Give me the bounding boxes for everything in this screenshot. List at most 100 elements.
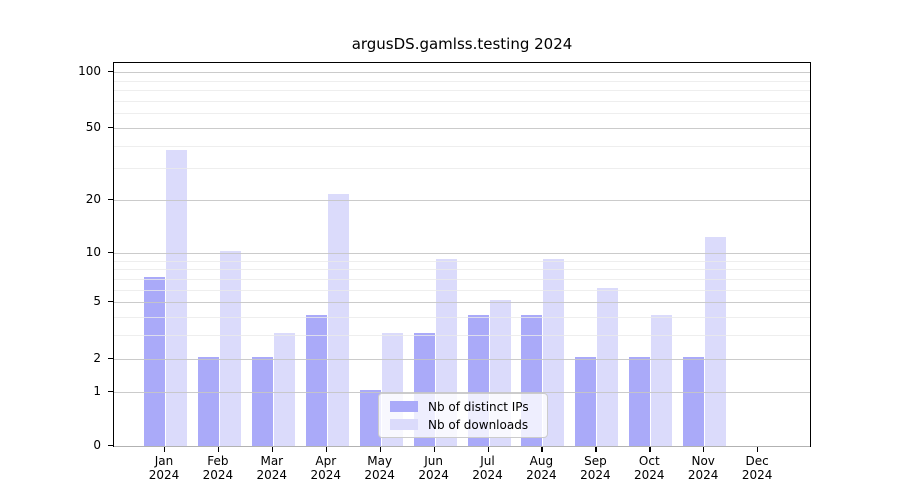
y-tick-mark (108, 71, 113, 73)
x-tick-label: May 2024 (352, 454, 408, 482)
major-gridline (114, 252, 810, 254)
x-tick-year: 2024 (472, 468, 503, 482)
x-tick-year: 2024 (634, 468, 665, 482)
x-tick-label: Jun 2024 (406, 454, 462, 482)
x-tick-year: 2024 (364, 468, 395, 482)
x-tick-label: Jul 2024 (460, 454, 516, 482)
x-tick-year: 2024 (148, 468, 180, 482)
bar-distinct-ips (305, 314, 327, 446)
major-gridline (114, 127, 810, 129)
bar-downloads (219, 250, 241, 446)
x-tick-label: Jan 2024 (136, 454, 192, 482)
x-tick-label: Oct 2024 (621, 454, 677, 482)
y-tick-mark (108, 251, 113, 253)
x-tick-year: 2024 (202, 468, 234, 482)
x-tick-year: 2024 (580, 468, 611, 482)
x-tick-month: Sep (584, 454, 607, 468)
bar-downloads (651, 314, 673, 446)
x-tick-mark (757, 447, 759, 452)
minor-gridline (114, 316, 810, 318)
x-tick-label: Aug 2024 (513, 454, 569, 482)
legend-label-downloads: Nb of downloads (428, 417, 529, 432)
minor-gridline (114, 100, 810, 102)
x-tick-label: Feb 2024 (190, 454, 246, 482)
x-tick-month: Jun (424, 454, 443, 468)
bar-distinct-ips (251, 356, 273, 446)
y-tick-label: 0 (93, 437, 101, 452)
x-tick-month: Aug (529, 454, 554, 468)
bar-distinct-ips (683, 356, 705, 446)
major-gridline (114, 72, 810, 74)
y-tick-mark (108, 444, 113, 446)
x-tick-month: Oct (638, 454, 660, 468)
x-tick-year: 2024 (526, 468, 557, 482)
y-tick-label: 5 (93, 294, 101, 309)
minor-gridline (114, 335, 810, 337)
x-tick-year: 2024 (310, 468, 342, 482)
x-tick-mark (164, 447, 166, 452)
y-axis: 0 1 2 5 10 20 50 100 (0, 62, 113, 452)
y-tick-label: 1 (93, 383, 101, 398)
major-gridline (114, 358, 810, 360)
legend-swatch-downloads (390, 419, 418, 430)
y-tick-mark (108, 126, 113, 129)
minor-gridline (114, 269, 810, 271)
x-tick-year: 2024 (256, 468, 288, 482)
bar-distinct-ips (575, 356, 597, 446)
x-tick-label: Sep 2024 (567, 454, 623, 482)
major-gridline (114, 445, 810, 447)
x-tick-month: May (367, 454, 393, 468)
y-tick-mark (108, 357, 113, 359)
x-tick-year: 2024 (687, 468, 719, 482)
x-tick-month: Mar (260, 454, 284, 468)
x-tick-label: Nov 2024 (675, 454, 731, 482)
bar-downloads (597, 287, 619, 446)
x-tick-month: Nov (691, 454, 715, 468)
x-tick-mark (379, 447, 381, 452)
minor-gridline (114, 278, 810, 280)
x-tick-mark (325, 447, 328, 452)
grid-layer (114, 63, 810, 447)
x-axis: Jan 2024 Feb 2024 Mar 2024 Apr 2024 May 2024 Jun 20… (113, 447, 811, 492)
x-tick-label: Apr 2024 (298, 454, 354, 482)
bar-distinct-ips (629, 356, 651, 446)
major-gridline (114, 200, 810, 202)
minor-gridline (114, 113, 810, 115)
bar-downloads (273, 333, 295, 446)
minor-gridline (114, 80, 810, 82)
major-gridline (114, 302, 810, 304)
x-tick-label: Mar 2024 (244, 454, 300, 482)
legend-row-downloads: Nb of downloads (390, 418, 539, 432)
bar-downloads (166, 149, 187, 446)
y-tick-mark (108, 390, 113, 392)
minor-gridline (114, 90, 810, 92)
legend-swatch-distinct-ips (390, 401, 418, 412)
y-tick-label: 50 (85, 119, 101, 134)
bar-downloads (705, 237, 727, 446)
x-tick-label: Dec 2024 (729, 454, 785, 482)
chart-title: argusDS.gamlss.testing 2024 (351, 35, 573, 53)
y-tick-label: 10 (85, 244, 101, 259)
y-tick-label: 20 (85, 192, 101, 207)
bar-distinct-ips (359, 389, 381, 446)
y-tick-mark (108, 199, 113, 201)
x-tick-mark (541, 447, 543, 452)
legend-row-distinct-ips: Nb of distinct IPs (390, 400, 539, 414)
x-tick-mark (217, 447, 220, 452)
minor-gridline (114, 168, 810, 170)
major-gridline (114, 391, 810, 393)
minor-gridline (114, 289, 810, 291)
y-tick-label: 100 (78, 64, 101, 79)
x-tick-mark (703, 447, 705, 452)
y-tick-mark (108, 301, 113, 303)
minor-gridline (114, 145, 810, 147)
x-tick-mark (649, 447, 651, 452)
plot-area: Nb of distinct IPs Nb of downloads (113, 62, 811, 447)
x-tick-year: 2024 (741, 468, 773, 482)
y-tick-label: 2 (93, 350, 101, 365)
x-tick-mark (595, 447, 597, 452)
x-tick-month: Jul (480, 454, 495, 468)
bar-downloads (543, 258, 565, 446)
bar-distinct-ips (197, 356, 219, 446)
